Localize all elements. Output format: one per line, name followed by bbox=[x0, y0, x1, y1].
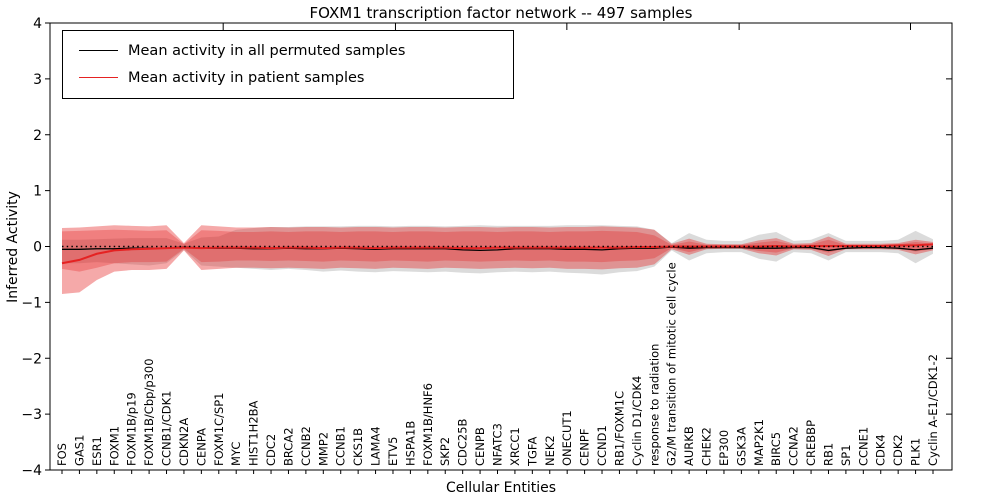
x-tick-label: AURKB bbox=[682, 426, 696, 466]
y-tick-label: −3 bbox=[21, 407, 42, 423]
legend-line-permuted bbox=[79, 50, 118, 51]
x-tick-label: ETV5 bbox=[386, 437, 400, 466]
y-tick-label: 2 bbox=[33, 128, 42, 144]
x-tick-label: FOXM1C/SP1 bbox=[212, 392, 226, 466]
x-tick-label: HIST1H2BA bbox=[247, 400, 261, 466]
x-tick-label: FOXM1 bbox=[107, 426, 121, 466]
y-tick-label: −1 bbox=[21, 295, 42, 311]
legend-line-patient bbox=[79, 77, 118, 78]
x-tick-label: CENPA bbox=[194, 428, 208, 466]
x-tick-label: CCNB2 bbox=[299, 426, 313, 466]
x-tick-label: CCNB1 bbox=[334, 426, 348, 466]
y-tick-label: −4 bbox=[21, 463, 42, 479]
y-axis-title: Inferred Activity bbox=[5, 191, 21, 303]
x-tick-label: GAS1 bbox=[72, 435, 86, 466]
x-tick-label: CDK2 bbox=[891, 434, 905, 466]
x-tick-label: NFATC3 bbox=[491, 423, 505, 466]
x-tick-label: LAMA4 bbox=[369, 426, 383, 466]
x-tick-label: BIRC5 bbox=[769, 432, 783, 466]
legend-item-permuted: Mean activity in all permuted samples bbox=[79, 37, 513, 64]
y-tick-label: 3 bbox=[33, 72, 42, 88]
legend-label-patient: Mean activity in patient samples bbox=[128, 69, 365, 86]
x-tick-label: PLK1 bbox=[909, 438, 923, 466]
x-tick-label: MYC bbox=[229, 442, 243, 466]
x-tick-label: MAP2K1 bbox=[752, 419, 766, 466]
x-tick-label: CDK4 bbox=[874, 434, 888, 466]
x-tick-label: Cyclin A-E1/CDK1-2 bbox=[926, 354, 940, 466]
patient-mean-line bbox=[61, 243, 934, 265]
x-tick-label: CCNE1 bbox=[856, 427, 870, 466]
y-tick-label: 1 bbox=[33, 184, 42, 200]
y-tick-label: 0 bbox=[33, 240, 42, 256]
x-tick-label: CCNB1/CDK1 bbox=[160, 391, 174, 467]
legend-item-patient: Mean activity in patient samples bbox=[79, 64, 513, 91]
band-patient-samples-range bbox=[62, 225, 933, 294]
x-tick-label: EP300 bbox=[717, 430, 731, 466]
x-tick-label: FOXM1B/p19 bbox=[125, 392, 139, 466]
x-tick-label: FOXM1B/HNF6 bbox=[421, 383, 435, 466]
x-tick-label: CENPF bbox=[578, 429, 592, 466]
x-tick-label: ESR1 bbox=[90, 436, 104, 466]
x-tick-label: HSPA1B bbox=[403, 421, 417, 466]
x-tick-label: MMP2 bbox=[316, 432, 330, 466]
x-tick-label: XRCC1 bbox=[508, 427, 522, 466]
x-axis-title: Cellular Entities bbox=[445, 480, 557, 496]
x-tick-label: FOXM1B/Cbp/p300 bbox=[142, 358, 156, 466]
x-tick-label: GSK3A bbox=[734, 427, 748, 466]
x-tick-label: ONECUT1 bbox=[560, 410, 574, 466]
y-tick-label: −2 bbox=[21, 351, 42, 367]
x-tick-label: response to radiation bbox=[647, 344, 661, 466]
x-tick-label: FOS bbox=[55, 443, 69, 466]
x-tick-label: CCNA2 bbox=[787, 426, 801, 466]
x-tick-label: CDKN2A bbox=[177, 418, 191, 466]
x-tick-label: Cyclin D1/CDK4 bbox=[630, 376, 644, 466]
x-tick-label: CDC2 bbox=[264, 434, 278, 466]
band-patient-samples-inner-range bbox=[62, 229, 933, 272]
y-tick-label: 4 bbox=[33, 16, 42, 32]
legend-label-permuted: Mean activity in all permuted samples bbox=[128, 42, 406, 59]
x-tick-label: NEK2 bbox=[543, 435, 557, 466]
x-tick-label: RB1/FOXM1C bbox=[612, 391, 626, 466]
x-tick-label: CCND1 bbox=[595, 425, 609, 466]
x-tick-label: CREBBP bbox=[804, 420, 818, 466]
x-tick-label: CDC25B bbox=[456, 418, 470, 466]
x-tick-label: TGFA bbox=[525, 437, 539, 467]
x-tick-label: SP1 bbox=[839, 444, 853, 466]
x-tick-label: G2/M transition of mitotic cell cycle bbox=[665, 262, 679, 466]
x-tick-label: SKP2 bbox=[438, 437, 452, 466]
chart-title: FOXM1 transcription factor network -- 49… bbox=[309, 4, 693, 22]
x-tick-label: RB1 bbox=[821, 443, 835, 466]
x-tick-label: CKS1B bbox=[351, 428, 365, 466]
x-tick-label: BRCA2 bbox=[281, 427, 295, 466]
x-tick-label: CHEK2 bbox=[700, 427, 714, 466]
x-tick-label: CENPB bbox=[473, 427, 487, 466]
legend: Mean activity in all permuted samples Me… bbox=[62, 30, 514, 99]
